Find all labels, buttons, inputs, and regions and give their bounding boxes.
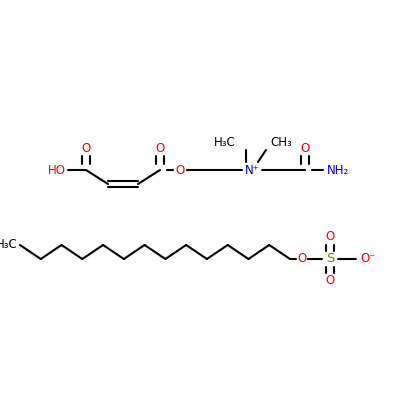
Text: CH₃: CH₃ [270, 136, 292, 148]
Text: O: O [325, 274, 335, 288]
Text: H₃C: H₃C [214, 136, 236, 148]
Text: O⁻: O⁻ [360, 252, 376, 266]
Text: O: O [300, 142, 310, 154]
Text: NH₂: NH₂ [327, 164, 349, 176]
Text: O: O [81, 142, 91, 154]
Text: O: O [175, 164, 185, 176]
Text: O: O [325, 230, 335, 244]
Text: H₃C: H₃C [0, 238, 18, 252]
Text: O: O [155, 142, 165, 154]
Text: O: O [297, 252, 307, 266]
Text: N⁺: N⁺ [244, 164, 260, 176]
Text: S: S [326, 252, 334, 266]
Text: HO: HO [48, 164, 66, 176]
